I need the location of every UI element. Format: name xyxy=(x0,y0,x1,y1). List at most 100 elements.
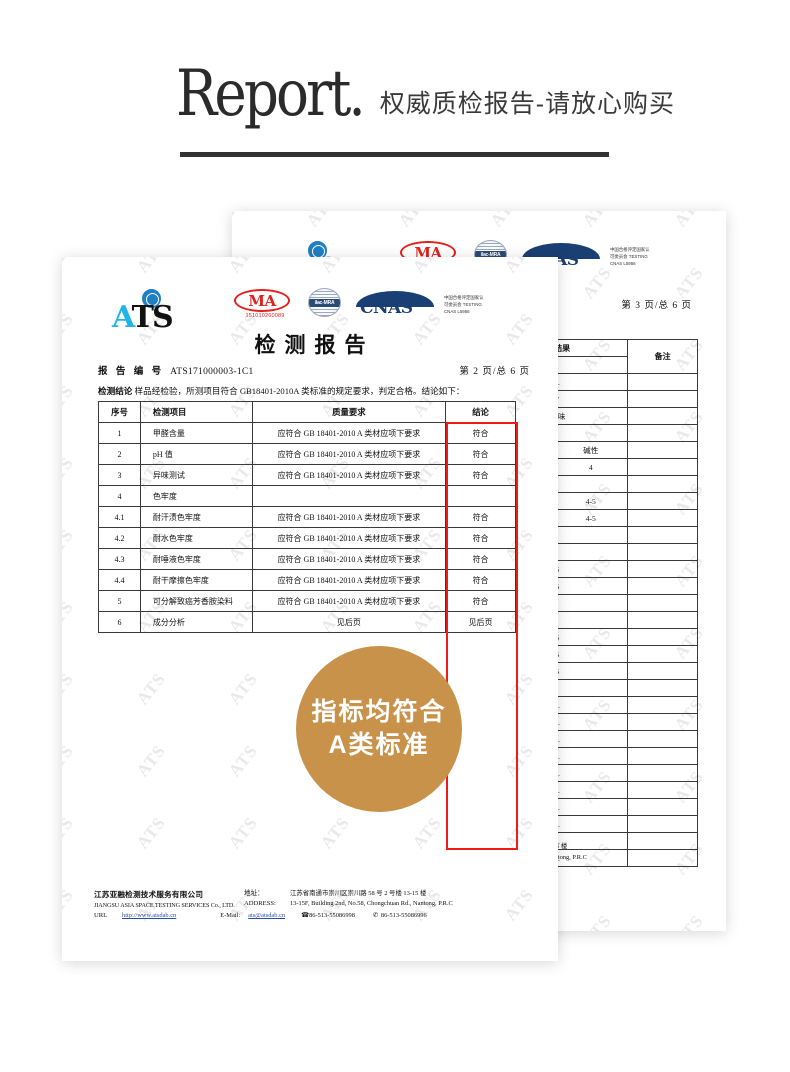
report-meta-row: 报 告 编 号 ATS171000003-1C1 第 2 页/总 6 页 xyxy=(98,363,530,377)
cell-res: 符合 xyxy=(445,569,516,591)
cell-no: 4 xyxy=(98,485,141,507)
cell-item: 耐水色牢度 xyxy=(139,527,253,549)
cell-no: 6 xyxy=(98,611,141,633)
th-req: 质量要求 xyxy=(251,401,447,423)
cell-res: 符合 xyxy=(445,548,516,570)
table-row: 3 异味测试 应符合 GB 18401-2010 A 类材应项下要求 符合 xyxy=(98,464,516,486)
cell-no: 4.3 xyxy=(98,548,141,570)
back-cell-note xyxy=(627,781,698,799)
conclusion-label: 检测结论 xyxy=(98,386,133,396)
back-cell-note xyxy=(627,628,698,646)
document-title: 检测报告 xyxy=(254,333,375,357)
cell-item: 甲醛含量 xyxy=(139,422,253,444)
badge-line-2: A类标准 xyxy=(328,731,430,759)
back-cell-note xyxy=(627,441,698,459)
back-cell-note xyxy=(627,645,698,663)
ilac-label-front: ilac-MRA xyxy=(314,300,335,307)
th-item: 检测项目 xyxy=(139,401,253,423)
table-row: 6 成分分析 见后页 见后页 xyxy=(98,611,516,633)
back-cell-note xyxy=(627,679,698,697)
cma-label-front: MA xyxy=(248,291,276,310)
footer-tel: 86-513-55086998 xyxy=(309,912,355,920)
cnas-label-front: CNAS xyxy=(360,298,413,318)
footer-addr-en: 13-15F, Building 2nd, No.58, Chongchuan … xyxy=(290,899,453,907)
cell-no: 2 xyxy=(98,443,141,465)
back-cell-note xyxy=(627,662,698,680)
cell-no: 4.1 xyxy=(98,506,141,528)
ats-logo-ts-front: TS xyxy=(131,300,174,335)
fax-icon: ✆ xyxy=(372,912,379,920)
back-th-note: 备注 xyxy=(627,339,698,374)
cell-req: 应符合 GB 18401-2010 A 类材应项下要求 xyxy=(251,506,447,528)
ats-logo-a-front: A xyxy=(112,300,134,335)
cell-res: 符合 xyxy=(445,527,516,549)
cnas-accreditation-text-front: 中国合格评定国家认可委员会 TESTING CNAS L5956 xyxy=(444,295,484,315)
back-cell-note xyxy=(627,492,698,510)
cell-item: 色牢度 xyxy=(139,485,253,507)
cell-no: 4.4 xyxy=(98,569,141,591)
footer-fax: 86-513-55086996 xyxy=(380,912,427,920)
back-cell-note xyxy=(627,577,698,595)
report-page-2-sheet: ATS ATS ATS ATS ATS ATS ATS ATS ATS ATS ATS ATS ATS A… xyxy=(62,257,558,961)
table-row: 4.1 耐汗渍色牢度 应符合 GB 18401-2010 A 类材应项下要求 符合 xyxy=(98,506,516,528)
cell-req: 应符合 GB 18401-2010 A 类材应项下要求 xyxy=(251,422,447,444)
table-header-row: 序号 检测项目 质量要求 结论 xyxy=(98,401,516,423)
cell-req: 应符合 GB 18401-2010 A 类材应项下要求 xyxy=(251,569,447,591)
back-cell-note xyxy=(627,560,698,578)
back-cell-note xyxy=(627,458,698,476)
footer-company-en: JIANGSU ASIA SPACE TESTING SERVICES Co.,… xyxy=(94,901,235,909)
back-cell-note xyxy=(627,407,698,425)
cell-no: 5 xyxy=(98,590,141,612)
report-title-cn: 权威质检报告-请放心购买 xyxy=(379,90,676,119)
footer-url-label: URL xyxy=(94,912,108,920)
cell-item: 成分分析 xyxy=(139,611,253,633)
back-page-number: 第 3 页/总 6 页 xyxy=(621,301,692,311)
cell-res: 符合 xyxy=(445,506,516,528)
back-cell-note xyxy=(627,543,698,561)
table-row: 5 可分解致癌芳香胺染料 应符合 GB 18401-2010 A 类材应项下要求 符合 xyxy=(98,590,516,612)
footer-email-label: E-Mail: xyxy=(220,912,241,920)
footer-url-link[interactable]: http://www.atsdab.cn xyxy=(122,912,177,920)
cell-item: pH 值 xyxy=(139,443,253,465)
footer-email-link[interactable]: ats@atsdab.cn xyxy=(248,912,286,920)
table-row: 2 pH 值应符合 GB 18401-2010 A 类材应项下要求 符合 xyxy=(98,443,516,465)
cell-res: 符合 xyxy=(445,590,516,612)
cnas-accreditation-text: 中国合格评定国家认可委员会 TESTING CNAS L5956 xyxy=(610,247,650,267)
back-cell-note xyxy=(627,594,698,612)
conclusion-line: 检测结论 样品经检验，所测项目符合 GB18401-2010A 类标准的规定要求… xyxy=(98,385,530,397)
cell-res: 符合 xyxy=(445,464,516,486)
cell-item: 可分解致癌芳香胺染料 xyxy=(139,590,253,612)
phone-icon: ☎ xyxy=(301,912,310,920)
back-cell-note xyxy=(627,390,698,408)
back-cell-note xyxy=(627,798,698,816)
front-footer: 江苏亚融检测技术服务有限公司 JIANGSU ASIA SPACE TESTIN… xyxy=(94,889,534,922)
cell-res: 符合 xyxy=(445,443,516,465)
back-cell-note xyxy=(627,815,698,833)
back-cell-note xyxy=(627,713,698,731)
report-title-en: Report. xyxy=(176,56,366,131)
front-page-number: 第 2 页/总 6 页 xyxy=(459,367,530,377)
test-results-body: 1 甲醛含量 应符合 GB 18401-2010 A 类材应项下要求 符合 2 pH 值应… xyxy=(98,422,516,633)
cell-res: 符合 xyxy=(445,422,516,444)
ats-emblem-icon-front xyxy=(142,289,161,308)
back-cell-note xyxy=(627,730,698,748)
table-row: 4.3 耐唾液色牢度 应符合 GB 18401-2010 A 类材应项下要求 符合 xyxy=(98,548,516,570)
th-no: 序号 xyxy=(98,401,141,423)
table-row: 4.2 耐水色牢度 应符合 GB 18401-2010 A 类材应项下要求 符合 xyxy=(98,527,516,549)
test-results-table: 序号 检测项目 质量要求 结论 1 甲醛含量 应符合 GB 18401-2010 A… xyxy=(98,401,516,633)
back-cell-note xyxy=(627,747,698,765)
back-cell-note xyxy=(627,696,698,714)
cell-res xyxy=(445,485,516,507)
footer-addr-label-cn: 地址： xyxy=(244,890,264,897)
cma-mark-front: MA 151010260089 xyxy=(234,289,296,319)
cma-number-front: 151010260089 xyxy=(245,313,285,319)
ilac-mra-mark-front: ilac-MRA xyxy=(308,288,348,318)
back-cell-note xyxy=(627,849,698,867)
cell-req: 应符合 GB 18401-2010 A 类材应项下要求 xyxy=(251,590,447,612)
cell-item: 耐唾液色牢度 xyxy=(139,548,253,570)
cell-req: 见后页 xyxy=(251,611,447,633)
back-cell-note xyxy=(627,475,698,493)
ilac-label: ilac-MRA xyxy=(480,252,501,259)
header-title-row: Report. 权威质检报告-请放心购买 xyxy=(176,62,676,126)
report-no-value: ATS171000003-1C1 xyxy=(170,367,254,377)
